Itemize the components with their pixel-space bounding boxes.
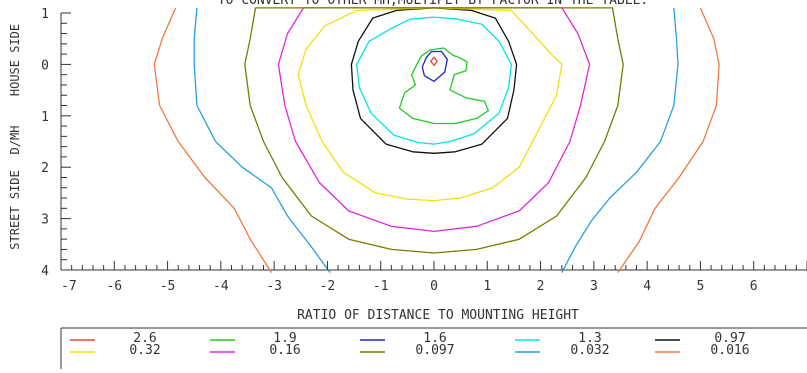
legend-label: 0.032 [570, 343, 609, 358]
y-tick-label: 4 [41, 264, 49, 279]
legend-label: 0.32 [129, 343, 160, 358]
x-tick-label: -2 [320, 279, 336, 294]
contour-0_016b [617, 7, 720, 273]
legend-label: 0.016 [710, 343, 749, 358]
y-tick-label: 3 [41, 213, 49, 228]
x-tick-label: -6 [106, 279, 122, 294]
x-tick-label: -4 [213, 279, 229, 294]
x-tick-label: 0 [430, 279, 438, 294]
contour-lines [153, 7, 720, 273]
legend: 2.6 1.9 1.6 1.3 0.97 0.32 0.16 0.097 0.032 0.016 [60, 327, 807, 369]
contour-1_6 [421, 50, 448, 83]
y-label-dmh: D/MH [8, 126, 22, 155]
y-label-house: HOUSE SIDE [8, 24, 22, 96]
legend-label: 2.6 [133, 331, 156, 346]
x-axis-ticks: -7 -6 -5 -4 -3 -2 -1 0 1 2 3 4 5 6 [60, 261, 807, 294]
x-tick-label: -5 [160, 279, 176, 294]
x-tick-label: -1 [373, 279, 389, 294]
x-tick-label: -3 [266, 279, 282, 294]
x-tick-label: 4 [643, 279, 651, 294]
legend-label: 1.9 [273, 331, 296, 346]
x-tick-label: -7 [61, 279, 77, 294]
y-tick-label: 0 [41, 58, 49, 73]
contour-0_016 [153, 7, 273, 273]
legend-frame [60, 327, 807, 369]
chart-title: TO CONVERT TO OTHER MH,MULTIPLY BY FACTO… [218, 0, 648, 8]
legend-label: 1.6 [423, 331, 446, 346]
legend-label: 0.097 [415, 343, 454, 358]
x-axis-label: RATIO OF DISTANCE TO MOUNTING HEIGHT [297, 308, 579, 323]
legend-label: 1.3 [578, 331, 601, 346]
y-label-street: STREET SIDE [8, 170, 22, 249]
x-tick-label: 1 [483, 279, 491, 294]
contour-1_3 [356, 16, 512, 145]
x-tick-label: 2 [537, 279, 545, 294]
contour-0_32 [297, 7, 563, 202]
x-tick-label: 6 [750, 279, 758, 294]
contour-0_16 [277, 7, 591, 233]
y-tick-label: 1 [41, 110, 49, 125]
y-tick-label: 1 [41, 7, 49, 22]
contour-0_97 [350, 7, 518, 154]
contour-0_032 [193, 7, 331, 273]
x-tick-label: 3 [590, 279, 598, 294]
x-tick-label: 5 [697, 279, 705, 294]
contour-1_9 [398, 47, 490, 125]
contour-0_097 [244, 7, 624, 254]
contour-0_032b [561, 7, 679, 273]
y-axis-ticks: 1 0 1 2 3 4 [41, 7, 71, 279]
legend-label: 0.97 [714, 331, 745, 346]
y-tick-label: 2 [41, 161, 49, 176]
contour-2_6 [430, 56, 438, 67]
legend-label: 0.16 [269, 343, 300, 358]
